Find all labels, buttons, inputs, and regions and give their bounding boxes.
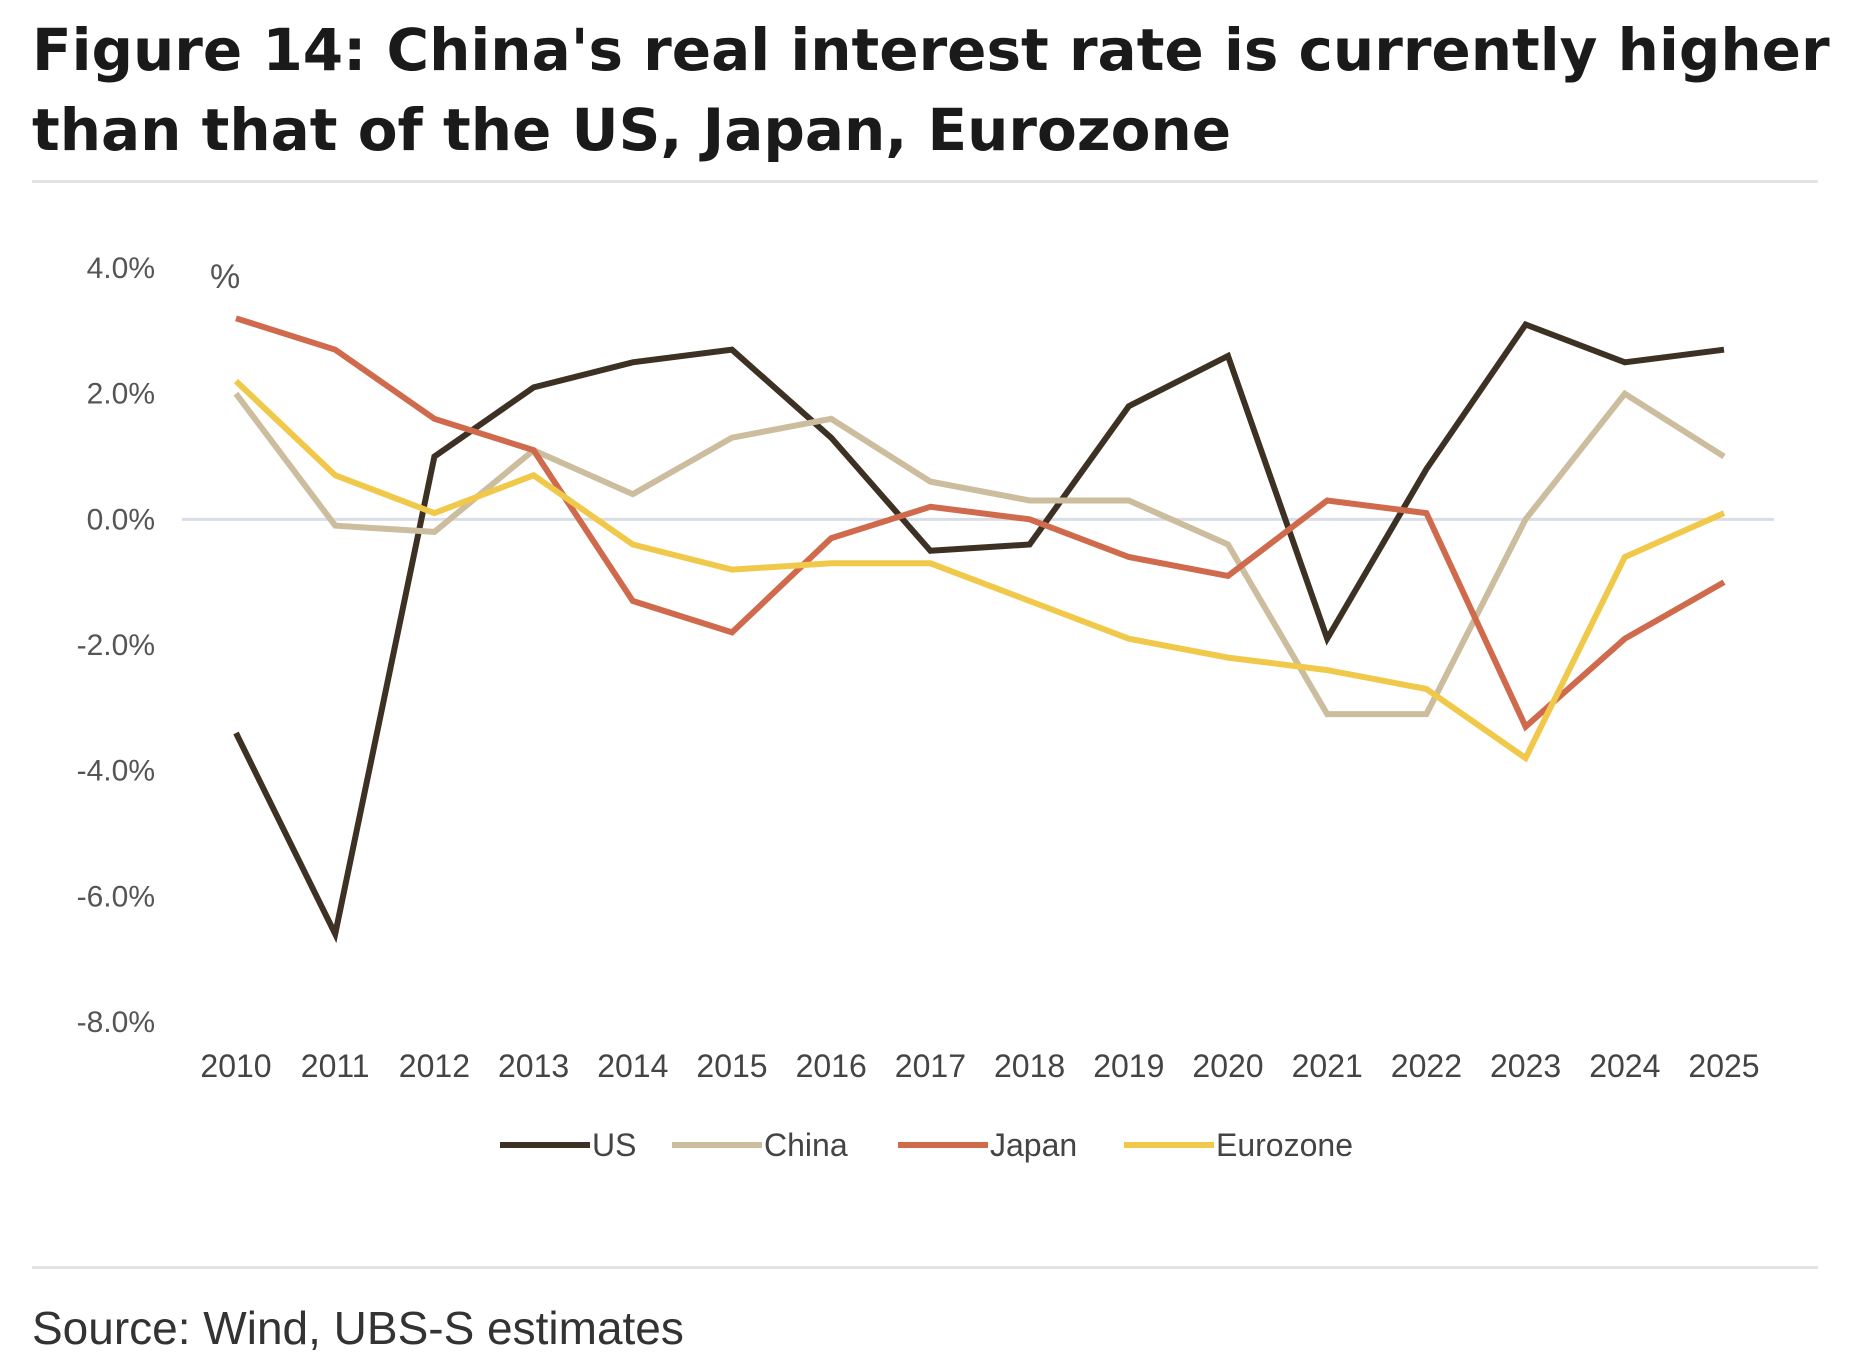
source-note: Source: Wind, UBS-S estimates — [32, 1302, 684, 1354]
x-tick-label-2025: 2025 — [1688, 1048, 1759, 1084]
legend-label-us: US — [592, 1127, 636, 1163]
x-tick-label-2017: 2017 — [895, 1048, 966, 1084]
x-tick-label-2024: 2024 — [1589, 1048, 1660, 1084]
legend-label-china: China — [764, 1127, 848, 1163]
x-tick-label-2010: 2010 — [200, 1048, 271, 1084]
series-line-japan — [235, 315, 1726, 732]
y-tick-label--4-0-: -4.0% — [77, 755, 155, 788]
top-divider — [32, 180, 1818, 183]
x-axis-ticks: 2010 2011 2012 2013 2014 2015 2016 2017 2018 2019… — [200, 1048, 1759, 1084]
legend-label-japan: Japan — [990, 1127, 1077, 1163]
series-line-eurozone — [233, 378, 1726, 763]
x-tick-label-2018: 2018 — [994, 1048, 1065, 1084]
x-tick-label-2022: 2022 — [1391, 1048, 1462, 1084]
x-tick-label-2015: 2015 — [696, 1048, 767, 1084]
y-tick-label--2-0-: -2.0% — [77, 629, 155, 662]
legend-label-eurozone: Eurozone — [1216, 1127, 1353, 1163]
x-tick-label-2011: 2011 — [301, 1048, 370, 1084]
x-tick-label-2014: 2014 — [597, 1048, 668, 1084]
x-tick-label-2023: 2023 — [1490, 1048, 1561, 1084]
y-tick-label--6-0-: -6.0% — [77, 880, 155, 913]
bottom-divider — [32, 1266, 1818, 1269]
figure-title: Figure 14: China's real interest rate is… — [32, 16, 1830, 164]
y-tick-label--8-0-: -8.0% — [77, 1006, 155, 1039]
x-tick-label-2020: 2020 — [1192, 1048, 1263, 1084]
y-axis-ticks: 4.0% 2.0% 0.0% -2.0% -4.0% -6.0% -8.0% — [77, 252, 155, 1039]
x-tick-label-2012: 2012 — [399, 1048, 470, 1084]
line-chart: 4.0%2.0%0.0%-2.0%-4.0%-6.0%-8.0% % 2010 2… — [77, 252, 1774, 1163]
series-line-us — [233, 320, 1725, 944]
y-axis-label: % — [210, 258, 240, 296]
x-tick-label-2019: 2019 — [1093, 1048, 1164, 1084]
x-tick-label-2016: 2016 — [796, 1048, 867, 1084]
y-tick-label-4-0-: 4.0% — [87, 252, 155, 285]
legend: US China Japan Eurozone — [500, 1127, 1353, 1163]
series-lines — [233, 315, 1726, 944]
y-tick-label-0-0-: 0.0% — [87, 503, 155, 536]
x-tick-label-2013: 2013 — [498, 1048, 569, 1084]
y-tick-label-2-0-: 2.0% — [87, 378, 155, 411]
x-tick-label-2021: 2021 — [1292, 1048, 1363, 1084]
